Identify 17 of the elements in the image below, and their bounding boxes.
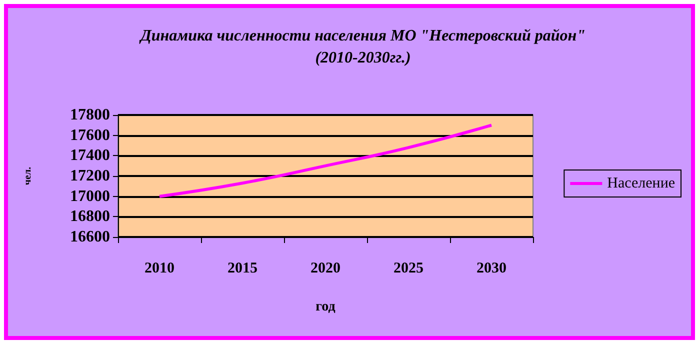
y-tick-label: 17000 bbox=[70, 188, 110, 205]
y-tick-label: 17400 bbox=[70, 147, 110, 164]
y-tick-label: 17600 bbox=[70, 126, 110, 144]
chart-title: Динамика численности населения МО "Нестеровский район" (2010-2030гг.) bbox=[138, 28, 586, 66]
y-tick-label: 16600 bbox=[70, 228, 110, 246]
legend-label: Население bbox=[607, 176, 676, 192]
line-series bbox=[158, 124, 493, 198]
x-tick-label: 2010 bbox=[144, 260, 174, 276]
x-tick-label: 2025 bbox=[394, 260, 424, 276]
x-tick-label: 2030 bbox=[476, 260, 506, 276]
y-axis-title: чел. bbox=[22, 166, 34, 186]
x-tick-label: 2020 bbox=[310, 260, 340, 276]
x-tick-label: 2015 bbox=[228, 260, 258, 276]
y-tick-label: 16800 bbox=[70, 208, 110, 226]
y-tick-label: 17800 bbox=[70, 106, 110, 124]
x-axis-title: год bbox=[316, 300, 336, 314]
y-tick-label: 17200 bbox=[70, 168, 110, 184]
